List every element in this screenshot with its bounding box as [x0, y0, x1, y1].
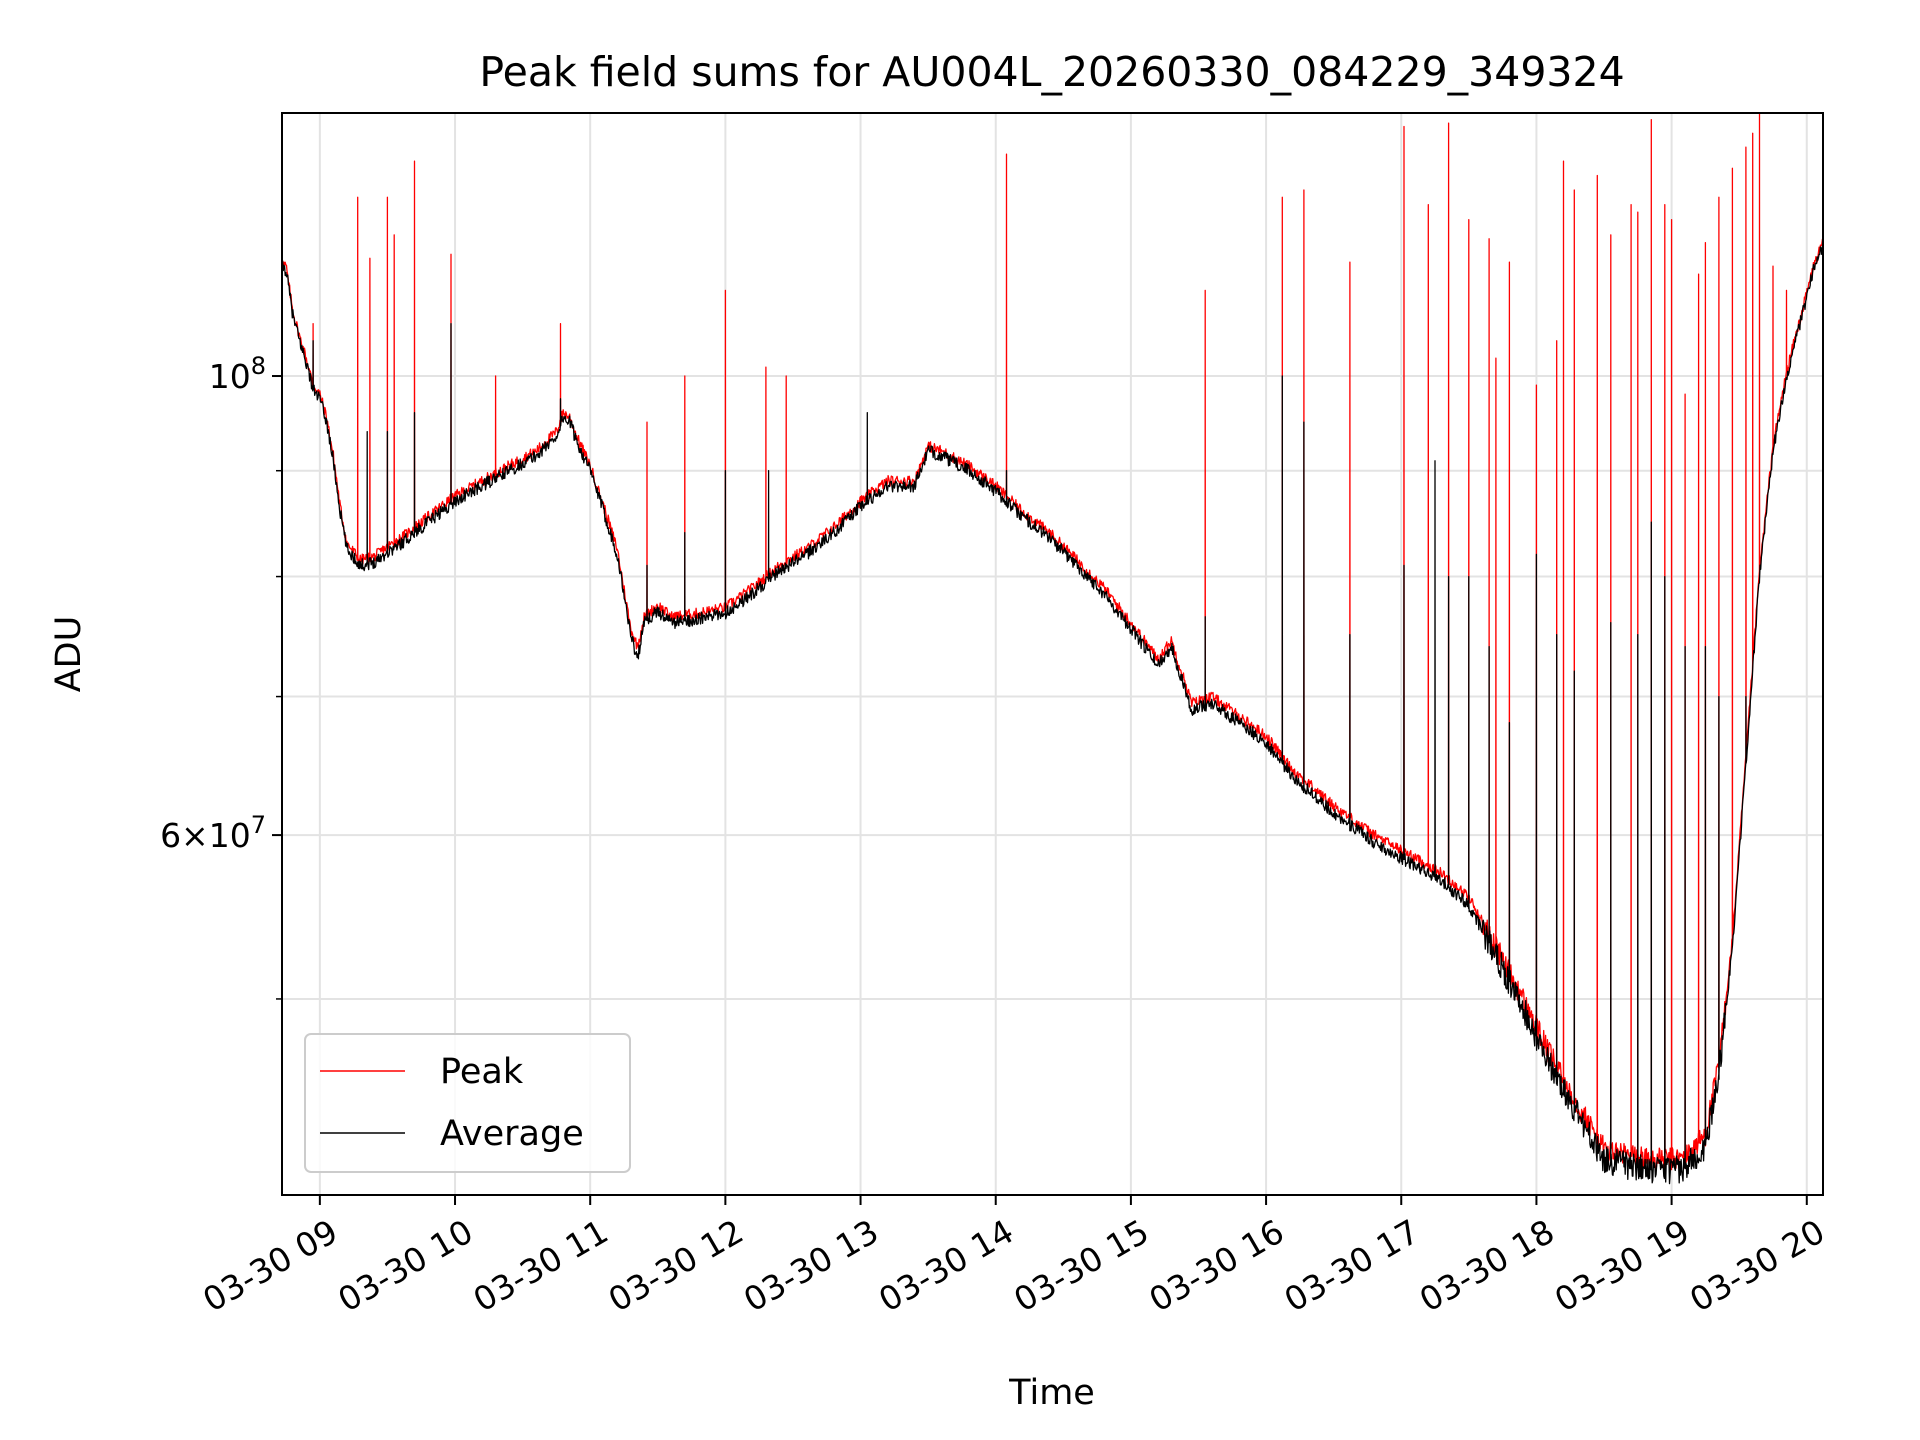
- legend-peak-label: Peak: [440, 1052, 524, 1092]
- chart-title: Peak field sums for AU004L_20260330_0842…: [479, 48, 1624, 96]
- plot-frame: [281, 112, 1824, 1196]
- y-tick-label: 6×107: [160, 811, 266, 855]
- y-tick-label: 108: [209, 352, 266, 396]
- legend-average-label: Average: [440, 1114, 584, 1154]
- legend: Peak Average: [304, 1033, 631, 1173]
- series-layer: [281, 112, 1824, 1185]
- series-line-average: [281, 245, 1824, 1185]
- x-axis-label: Time: [1008, 1373, 1095, 1413]
- series-line-peak: [281, 112, 1824, 1172]
- y-axis-label: ADU: [49, 616, 89, 693]
- legend-box: [304, 1033, 631, 1173]
